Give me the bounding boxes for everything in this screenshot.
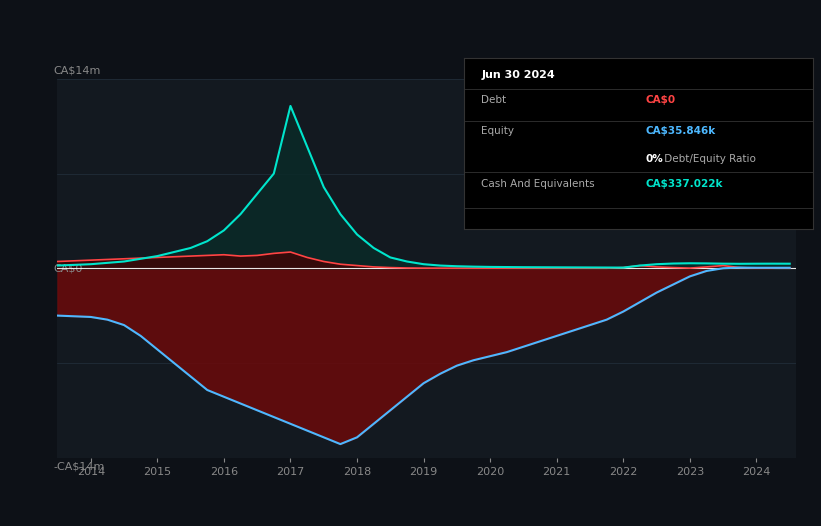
Text: Debt: Debt	[481, 96, 507, 106]
Text: Equity: Equity	[481, 126, 514, 136]
Text: Jun 30 2024: Jun 30 2024	[481, 70, 555, 80]
Text: 0%: 0%	[645, 154, 663, 164]
Text: CA$0: CA$0	[54, 263, 83, 274]
Text: -CA$14m: -CA$14m	[54, 461, 105, 471]
Text: Cash And Equivalents: Cash And Equivalents	[481, 179, 595, 189]
Text: Debt/Equity Ratio: Debt/Equity Ratio	[661, 154, 756, 164]
Text: CA$14m: CA$14m	[54, 65, 101, 75]
Text: CA$35.846k: CA$35.846k	[645, 126, 716, 136]
Text: CA$0: CA$0	[645, 96, 676, 106]
Text: CA$337.022k: CA$337.022k	[645, 179, 722, 189]
